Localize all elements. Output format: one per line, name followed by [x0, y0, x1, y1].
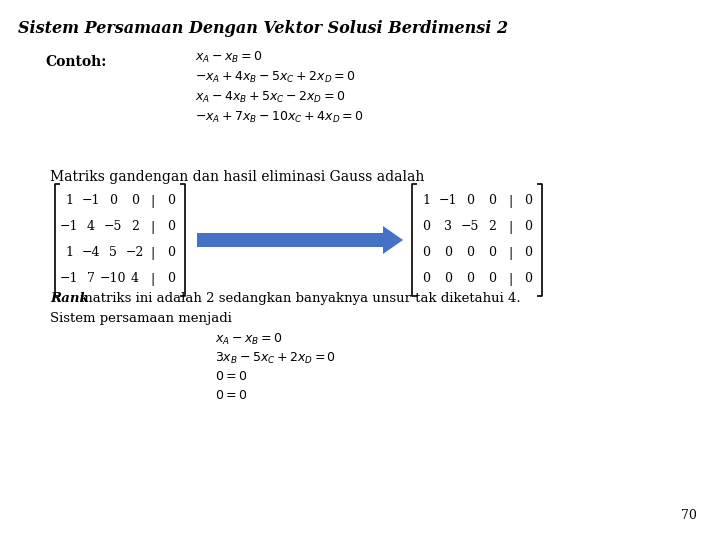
Text: −1: −1	[82, 194, 100, 207]
Text: $3x_B - 5x_C + 2x_D = 0$: $3x_B - 5x_C + 2x_D = 0$	[215, 351, 336, 366]
Text: |: |	[151, 194, 155, 207]
Text: 4: 4	[87, 220, 95, 233]
Text: |: |	[508, 273, 512, 286]
Text: $x_A - x_B = 0$: $x_A - x_B = 0$	[195, 50, 263, 65]
Text: 0: 0	[488, 273, 496, 286]
Text: 0: 0	[167, 194, 175, 207]
Text: −5: −5	[104, 220, 122, 233]
Text: 0: 0	[488, 194, 496, 207]
Text: |: |	[151, 220, 155, 233]
Text: 0: 0	[488, 246, 496, 260]
Text: 0: 0	[466, 246, 474, 260]
Text: 1: 1	[422, 194, 430, 207]
Text: 0: 0	[167, 246, 175, 260]
Text: $0 = 0$: $0 = 0$	[215, 370, 248, 383]
Text: 70: 70	[681, 509, 697, 522]
Text: 0: 0	[466, 194, 474, 207]
Text: 0: 0	[466, 273, 474, 286]
Text: 1: 1	[65, 246, 73, 260]
FancyArrow shape	[197, 226, 403, 254]
Text: 1: 1	[65, 194, 73, 207]
Text: 0: 0	[524, 273, 532, 286]
Text: |: |	[151, 246, 155, 260]
Text: 0: 0	[524, 246, 532, 260]
Text: Rank: Rank	[50, 292, 89, 305]
Text: 0: 0	[444, 273, 452, 286]
Text: $-x_A + 4x_B - 5x_C + 2x_D = 0$: $-x_A + 4x_B - 5x_C + 2x_D = 0$	[195, 70, 356, 85]
Text: Contoh:: Contoh:	[45, 55, 107, 69]
Text: 7: 7	[87, 273, 95, 286]
Text: |: |	[508, 194, 512, 207]
Text: −4: −4	[82, 246, 100, 260]
Text: 5: 5	[109, 246, 117, 260]
Text: 4: 4	[131, 273, 139, 286]
Text: 0: 0	[422, 220, 430, 233]
Text: Sistem persamaan menjadi: Sistem persamaan menjadi	[50, 312, 232, 325]
Text: −5: −5	[461, 220, 480, 233]
Text: −2: −2	[126, 246, 144, 260]
Text: 0: 0	[109, 194, 117, 207]
Text: Sistem Persamaan Dengan Vektor Solusi Berdimensi 2: Sistem Persamaan Dengan Vektor Solusi Be…	[18, 20, 508, 37]
Text: 3: 3	[444, 220, 452, 233]
Text: 0: 0	[524, 220, 532, 233]
Text: −1: −1	[438, 194, 457, 207]
Text: $x_A - x_B = 0$: $x_A - x_B = 0$	[215, 332, 283, 347]
Text: 2: 2	[131, 220, 139, 233]
Text: 0: 0	[167, 273, 175, 286]
Text: 0: 0	[422, 246, 430, 260]
Text: |: |	[151, 273, 155, 286]
Text: matriks ini adalah 2 sedangkan banyaknya unsur tak diketahui 4.: matriks ini adalah 2 sedangkan banyaknya…	[76, 292, 521, 305]
Text: 0: 0	[444, 246, 452, 260]
Text: 0: 0	[167, 220, 175, 233]
Text: $x_A - 4x_B + 5x_C - 2x_D = 0$: $x_A - 4x_B + 5x_C - 2x_D = 0$	[195, 90, 346, 105]
Text: 2: 2	[488, 220, 496, 233]
Text: $0 = 0$: $0 = 0$	[215, 389, 248, 402]
Text: |: |	[508, 246, 512, 260]
Text: Matriks gandengan dan hasil eliminasi Gauss adalah: Matriks gandengan dan hasil eliminasi Ga…	[50, 170, 424, 184]
Text: 0: 0	[524, 194, 532, 207]
Text: 0: 0	[422, 273, 430, 286]
Text: $-x_A + 7x_B - 10x_C + 4x_D = 0$: $-x_A + 7x_B - 10x_C + 4x_D = 0$	[195, 110, 364, 125]
Text: −1: −1	[60, 220, 78, 233]
Text: −1: −1	[60, 273, 78, 286]
Text: 0: 0	[131, 194, 139, 207]
Text: −10: −10	[100, 273, 126, 286]
Text: |: |	[508, 220, 512, 233]
